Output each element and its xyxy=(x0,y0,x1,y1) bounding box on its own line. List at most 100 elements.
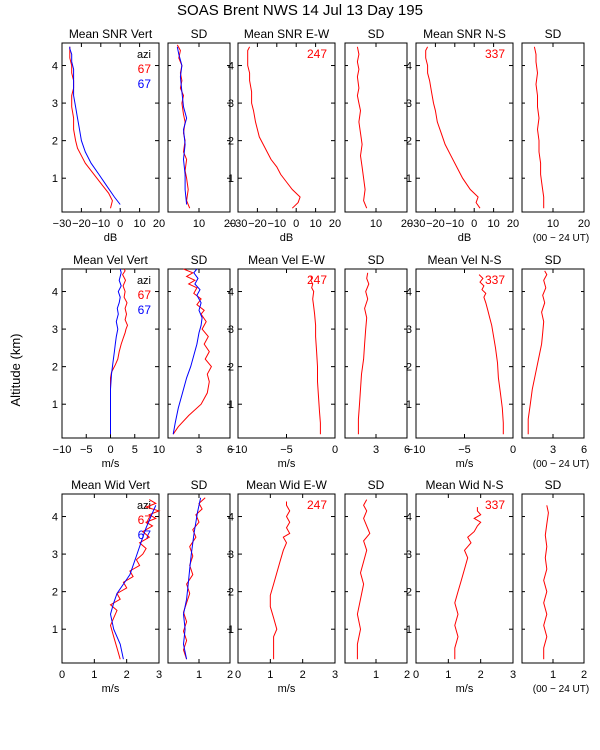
x-tick-label: 1 xyxy=(550,669,556,681)
x-axis-label: (00 − 24 UT) xyxy=(533,233,589,244)
panel-r1-c2: SD 10 20 xyxy=(167,27,236,230)
legend-entry: 247 xyxy=(307,273,327,287)
y-tick-label: 4 xyxy=(52,287,58,299)
x-tick-label: −10 xyxy=(53,444,72,456)
series-line-1 xyxy=(172,268,212,435)
x-tick-label: −5 xyxy=(458,444,471,456)
x-tick-label: 1 xyxy=(91,669,97,681)
x-tick-label: 10 xyxy=(193,218,205,230)
panel-title: SD xyxy=(368,27,385,41)
y-tick-label: 3 xyxy=(52,549,58,561)
y-tick-label: 4 xyxy=(52,61,58,73)
x-tick-label: 1 xyxy=(267,669,273,681)
panel-r1-c6: SD 10 20 (00 − 24 UT) xyxy=(521,27,590,244)
panel-frame xyxy=(415,268,514,439)
x-tick-label: 2 xyxy=(124,669,130,681)
series-line-1 xyxy=(533,46,545,209)
x-tick-label: 2 xyxy=(404,669,410,681)
x-axis-label: m/s xyxy=(456,683,474,695)
legend-entry: 247 xyxy=(307,498,327,512)
series-line-1 xyxy=(356,499,371,660)
series-line-1 xyxy=(109,499,161,660)
panel-title: SD xyxy=(545,478,562,492)
panel-r2-c6: SD 3 6 (00 − 24 UT) xyxy=(521,253,589,470)
series-line-2 xyxy=(176,46,188,205)
panel-title: SD xyxy=(191,27,208,41)
x-tick-label: 20 xyxy=(507,218,519,230)
x-tick-label: −30 xyxy=(407,218,426,230)
y-tick-label: 2 xyxy=(228,136,234,148)
y-tick-label: 4 xyxy=(406,61,412,73)
x-tick-label: 6 xyxy=(227,444,233,456)
x-tick-label: 3 xyxy=(550,444,556,456)
legend-header: azi xyxy=(137,49,151,61)
x-tick-label: 0 xyxy=(471,218,477,230)
panel-frame xyxy=(521,268,585,439)
y-tick-label: 3 xyxy=(406,324,412,336)
series-line-1 xyxy=(357,272,370,435)
x-tick-label: −20 xyxy=(72,218,91,230)
panel-title: Mean Wid N-S xyxy=(425,478,503,492)
x-tick-label: −10 xyxy=(267,218,286,230)
panel-title: SD xyxy=(368,478,385,492)
panel-r2-c2: SD 3 6 xyxy=(167,253,233,456)
x-tick-label: 0 xyxy=(235,669,241,681)
x-tick-label: 20 xyxy=(329,218,341,230)
x-tick-label: 2 xyxy=(478,669,484,681)
y-tick-label: 1 xyxy=(52,399,58,411)
panel-frame xyxy=(344,493,408,664)
panel-title: SD xyxy=(545,253,562,267)
series-line-1 xyxy=(454,507,482,660)
x-tick-label: 0 xyxy=(293,218,299,230)
y-tick-label: 3 xyxy=(52,324,58,336)
legend-header: azi xyxy=(137,500,151,512)
x-tick-label: −5 xyxy=(80,444,93,456)
y-tick-label: 3 xyxy=(52,98,58,110)
y-tick-label: 4 xyxy=(406,287,412,299)
panel-r3-c6: SD 1 2 (00 − 24 UT) xyxy=(521,478,589,695)
x-axis-label: m/s xyxy=(278,683,296,695)
x-tick-label: 2 xyxy=(581,669,587,681)
y-tick-label: 1 xyxy=(52,173,58,185)
x-tick-label: 0 xyxy=(510,444,516,456)
series-line-1 xyxy=(425,46,481,209)
series-line-1 xyxy=(182,497,206,660)
legend-entry: 247 xyxy=(307,47,327,61)
x-tick-label: 10 xyxy=(133,218,145,230)
x-tick-label: 10 xyxy=(153,444,165,456)
series-line-2 xyxy=(172,268,203,435)
x-tick-label: 0 xyxy=(59,669,65,681)
x-tick-label: −20 xyxy=(248,218,267,230)
y-tick-label: 4 xyxy=(52,512,58,524)
x-tick-label: −30 xyxy=(229,218,248,230)
panel-title: Mean Vel N-S xyxy=(427,253,501,267)
y-tick-label: 2 xyxy=(406,362,412,374)
series-line-2 xyxy=(69,46,121,205)
x-tick-label: 10 xyxy=(487,218,499,230)
panel-r2-c4: SD 3 6 xyxy=(344,253,410,456)
panel-frame xyxy=(237,493,336,664)
legend-header: azi xyxy=(137,275,151,287)
panel-frame xyxy=(61,493,160,664)
legend-entry: 67 xyxy=(138,303,152,317)
y-tick-label: 2 xyxy=(228,362,234,374)
x-tick-label: 5 xyxy=(132,444,138,456)
panel-r2-c3: Mean Vel E-W 1 2 3 4 −10 −5 0 m/s 247 xyxy=(228,253,338,470)
x-tick-label: −10 xyxy=(91,218,110,230)
x-tick-label: 0 xyxy=(107,444,113,456)
x-tick-label: 20 xyxy=(578,218,590,230)
y-tick-label: 2 xyxy=(228,587,234,599)
panel-r3-c5: Mean Wid N-S 1 2 3 4 0 1 2 3 m/s 337 xyxy=(406,478,516,695)
panel-title: SD xyxy=(368,253,385,267)
panel-frame xyxy=(167,493,231,664)
y-tick-label: 2 xyxy=(406,136,412,148)
panel-title: Mean SNR Vert xyxy=(69,27,153,41)
panel-frame xyxy=(415,42,514,213)
series-line-1 xyxy=(110,268,129,435)
x-axis-label: m/s xyxy=(102,683,120,695)
panel-title: SD xyxy=(545,27,562,41)
x-tick-label: 2 xyxy=(227,669,233,681)
panel-r1-c3: Mean SNR E-W 1 2 3 4 −30 −20 −10 0 10 20 dB 247 xyxy=(228,27,341,244)
